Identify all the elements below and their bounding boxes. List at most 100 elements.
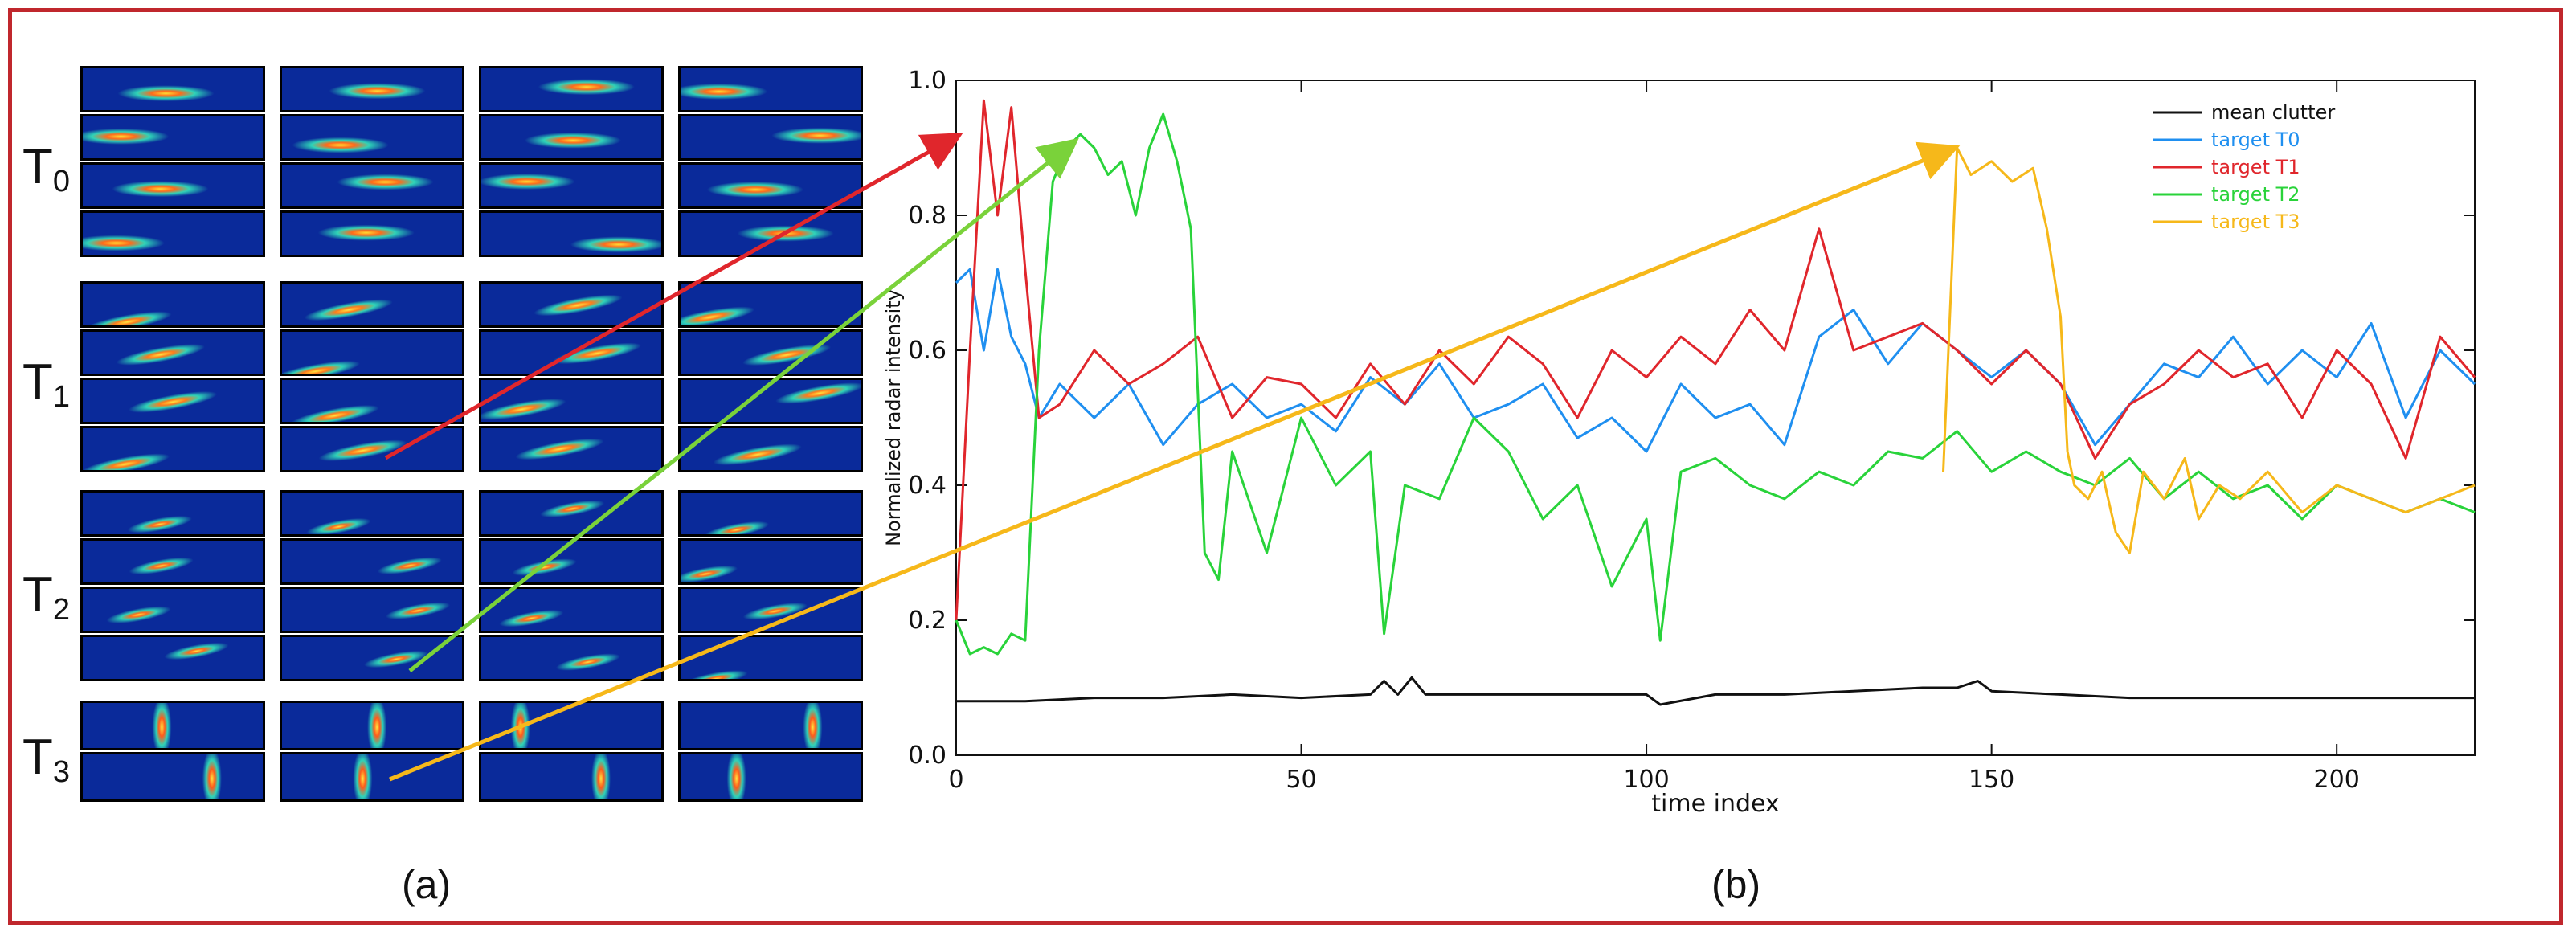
radar-echo [83,116,263,158]
legend-entry: mean clutter [2211,101,2335,124]
radar-tile [678,114,863,161]
radar-echo [83,428,263,470]
group-label-t3: T3 [22,730,71,789]
radar-tile [479,635,664,681]
radar-tile [80,701,265,750]
radar-echo [282,637,462,679]
radar-echo [481,165,661,206]
radar-tile [80,210,265,257]
radar-tile [479,701,664,750]
radar-tile [80,426,265,472]
legend-entry: target T0 [2211,129,2300,151]
radar-tile [479,281,664,328]
radar-echo [681,380,861,422]
radar-tile [678,426,863,472]
radar-echo [83,754,263,799]
radar-tile [80,66,265,112]
radar-echo [481,541,661,582]
radar-echo [282,754,462,799]
radar-echo [681,589,861,631]
radar-echo [481,284,661,325]
x-tick-label: 50 [1286,766,1316,794]
radar-echo [83,165,263,206]
radar-tile [80,329,265,376]
radar-tile [678,162,863,209]
radar-echo [282,68,462,110]
radar-echo [83,213,263,255]
x-axis-label: time index [1651,790,1779,818]
radar-tile [678,752,863,802]
series-line [955,99,2476,621]
caption-b: (b) [1711,862,1761,907]
radar-tile [678,329,863,376]
radar-tile [80,378,265,424]
radar-tile [479,210,664,257]
radar-echo [681,637,861,679]
tile-group-t3: T3 [22,701,868,805]
group-label-t0: T0 [22,139,71,198]
radar-tile [280,701,464,750]
radar-echo [282,428,462,470]
radar-echo [83,493,263,534]
y-axis-label: Normalized radar intensity [882,289,905,546]
radar-echo [681,332,861,374]
radar-echo [481,637,661,679]
radar-echo [83,68,263,110]
radar-echo [282,589,462,631]
radar-tile [678,538,863,585]
radar-tile [479,752,664,802]
radar-tile [678,635,863,681]
radar-tile [80,635,265,681]
x-tick-label: 0 [948,766,963,794]
radar-echo [681,68,861,110]
series-line [956,676,2475,706]
radar-echo [481,380,661,422]
radar-echo [681,493,861,534]
radar-tile [280,538,464,585]
y-tick-label: 0.6 [908,337,947,365]
radar-tile [479,490,664,537]
radar-echo [83,332,263,374]
radar-tile [80,538,265,585]
radar-echo [681,541,861,582]
radar-echo [681,703,861,748]
radar-tile [479,329,664,376]
figure-frame [8,8,2563,925]
legend-entry: target T2 [2211,183,2300,206]
group-label-t2: T2 [22,567,71,627]
radar-tile [280,426,464,472]
y-tick-label: 0.0 [908,742,947,770]
radar-echo [83,637,263,679]
radar-tile [280,752,464,802]
radar-tile [80,114,265,161]
radar-echo [83,541,263,582]
radar-echo [481,428,661,470]
radar-tile [479,426,664,472]
radar-tile [678,66,863,112]
series-line [955,268,2476,453]
radar-tile [479,162,664,209]
radar-echo [282,493,462,534]
radar-echo [481,493,661,534]
radar-tile [678,587,863,633]
radar-echo [481,754,661,799]
radar-tile [280,66,464,112]
radar-tile [678,701,863,750]
y-tick-label: 0.2 [908,607,947,635]
radar-echo [481,332,661,374]
y-tick-label: 0.8 [908,202,947,230]
radar-tile [479,66,664,112]
tile-group-t2: T2 [22,490,868,683]
panel-a-radar-tiles: T0 T1 T2 T3 (a) [22,66,868,907]
radar-echo [282,284,462,325]
radar-echo [282,541,462,582]
radar-tile [280,281,464,328]
radar-echo [282,332,462,374]
radar-tile [678,210,863,257]
y-tick-label: 0.4 [908,472,947,500]
legend-entry: target T1 [2211,156,2300,178]
radar-echo [83,284,263,325]
radar-tile [80,752,265,802]
radar-echo [681,116,861,158]
